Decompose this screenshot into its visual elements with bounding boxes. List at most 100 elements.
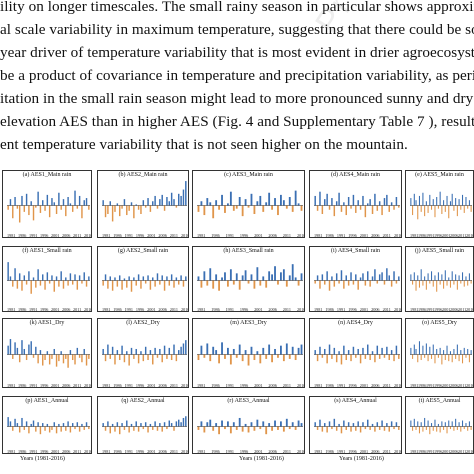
anomaly-bar	[424, 354, 426, 358]
anomaly-bar	[437, 354, 439, 358]
anomaly-bar	[9, 276, 12, 281]
year-tick-label: 1996	[40, 383, 48, 388]
anomaly-bar	[200, 421, 203, 427]
year-tick-label: 2016	[297, 233, 305, 238]
anomaly-bar	[434, 354, 436, 364]
year-tick-label: 1991	[337, 233, 345, 238]
year-tick-label: 1996	[434, 449, 442, 454]
anomaly-bar	[178, 193, 180, 206]
anomaly-bar	[67, 421, 69, 427]
anomaly-bar	[355, 426, 357, 431]
year-tick-label: 2006	[371, 449, 379, 454]
anomaly-bar	[28, 271, 30, 281]
x-axis-caption: Years (1981-2016)	[20, 456, 65, 462]
anomaly-bar	[104, 205, 107, 218]
year-tick-label: 1986	[211, 449, 219, 454]
anomaly-bar	[443, 350, 445, 355]
anomaly-bar	[185, 416, 187, 427]
anomaly-bar	[424, 205, 426, 217]
anomaly-bar	[468, 273, 470, 281]
year-tick-label: 2011	[458, 449, 466, 454]
year-tick-label: 2001	[254, 449, 262, 454]
anomaly-bar	[212, 426, 215, 431]
anomaly-bar	[32, 277, 35, 281]
anomaly-bar	[39, 280, 42, 286]
anomaly-bar	[166, 197, 168, 206]
paragraph-line: ent temperature variability that is not …	[0, 136, 408, 153]
anomaly-bar	[55, 276, 58, 281]
anomaly-bar	[326, 271, 328, 281]
anomaly-bar	[247, 354, 250, 366]
anomaly-bar	[410, 198, 412, 206]
year-tick-label: 1996	[136, 307, 144, 312]
year-tick-label: 2001	[360, 383, 368, 388]
anomaly-bar	[328, 421, 331, 427]
panel-bar-chart: 1981 1986 1991 1996 2001 2006 2011 2016	[410, 417, 473, 454]
anomaly-bar	[331, 354, 333, 359]
year-tick-label: 2001	[51, 233, 59, 238]
anomaly-bar	[441, 421, 443, 427]
anomaly-bar	[371, 205, 374, 214]
anomaly-bar	[44, 426, 46, 431]
anomaly-bar	[388, 426, 390, 432]
anomaly-bar	[463, 205, 465, 213]
anomaly-bar	[135, 280, 137, 286]
year-tick-label: 2016	[84, 233, 92, 238]
anomaly-bar	[345, 426, 347, 430]
anomaly-bar	[58, 192, 60, 206]
anomaly-bar	[55, 354, 58, 367]
anomaly-bar	[206, 343, 209, 355]
anomaly-bar	[21, 340, 23, 355]
panel-bar-chart: 1981 1986 1991 1996 2001 2006 2011 2016	[314, 191, 401, 238]
anomaly-bar	[58, 423, 60, 427]
paragraph-line: al scale variability in maximum temperat…	[0, 21, 474, 38]
anomaly-bar	[441, 205, 443, 214]
anomaly-bar	[65, 426, 67, 431]
panel-title: (j) AES5_Small rain	[415, 248, 464, 254]
panel-title: (e) AES5_Main rain	[415, 172, 464, 178]
anomaly-bar	[142, 426, 145, 430]
anomaly-bar	[147, 354, 149, 361]
year-tick-label: 1986	[18, 307, 26, 312]
anomaly-bar	[200, 201, 203, 206]
panel-bar-chart: 1981 1986 1991 1996 2001 2006 2011 2016	[7, 417, 91, 453]
anomaly-bar	[83, 200, 85, 206]
panel-title: (i) AES4_Small rain	[331, 248, 380, 254]
anomaly-bar	[376, 345, 379, 355]
anomaly-bar	[121, 345, 123, 355]
year-tick-label: 2001	[147, 307, 155, 312]
figure-panel: (j) AES5_Small rain 1981 1986 1991 1996 2001 2…	[405, 246, 474, 312]
anomaly-bar	[448, 420, 450, 427]
anomaly-bar	[328, 205, 331, 210]
anomaly-bar	[393, 354, 395, 362]
anomaly-bar	[455, 198, 457, 206]
anomaly-bar	[449, 280, 452, 288]
anomaly-bar	[417, 354, 419, 363]
anomaly-bar	[448, 354, 450, 362]
figure-panel: (o) AES5_Dry 1981 1986 1991 1996 2001 2006 2011…	[405, 318, 474, 388]
anomaly-bar	[357, 421, 359, 427]
anomaly-bar	[335, 201, 338, 206]
anomaly-bar	[203, 205, 206, 216]
anomaly-bar	[463, 426, 465, 430]
anomaly-bar	[25, 280, 28, 285]
anomaly-bar	[285, 343, 288, 355]
anomaly-bar	[297, 203, 300, 206]
year-tick-label: 2006	[62, 307, 70, 312]
anomaly-bar	[376, 205, 379, 211]
anomaly-bar	[291, 264, 294, 281]
year-tick-label: 1991	[29, 233, 37, 238]
year-tick-label: 2011	[283, 307, 291, 312]
anomaly-bar	[390, 350, 393, 355]
anomaly-bar	[16, 280, 19, 289]
anomaly-bar	[340, 354, 343, 365]
year-tick-label: 2011	[383, 449, 391, 454]
anomaly-bar	[256, 267, 259, 281]
panel-title: (n) AES4_Dry	[338, 320, 373, 326]
year-tick-label: 2011	[170, 383, 178, 388]
figure-panel: (e) AES5_Main rain 1981 1986 1991 1996 2001 20…	[405, 170, 474, 238]
anomaly-bar	[185, 340, 187, 355]
anomaly-bar	[35, 205, 37, 208]
anomaly-bar	[81, 280, 83, 284]
year-tick-label: 1981	[102, 449, 110, 454]
